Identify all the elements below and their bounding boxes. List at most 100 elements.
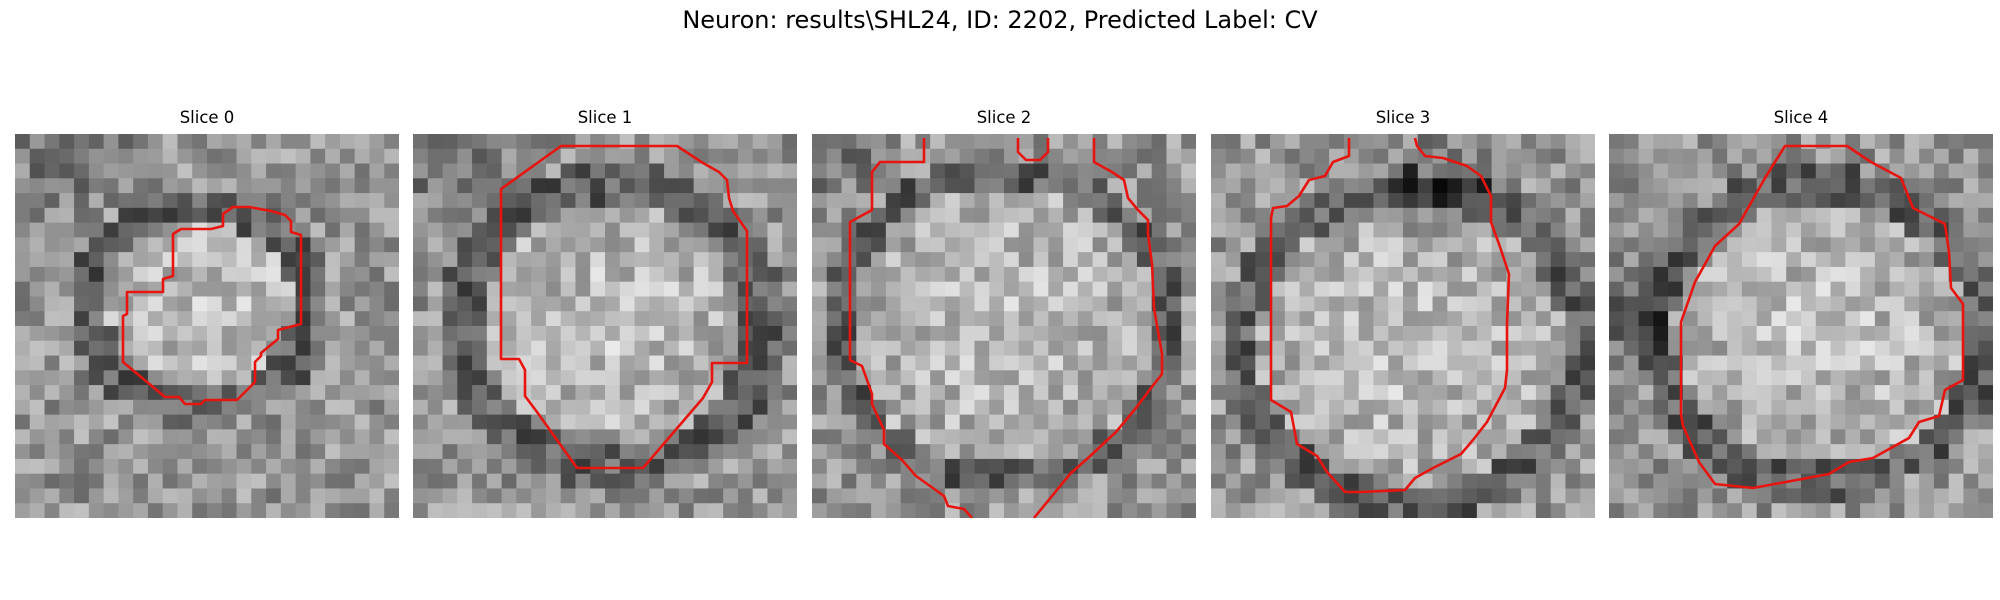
- image-pixel: [1874, 370, 1891, 386]
- image-pixel: [486, 444, 503, 460]
- image-pixel: [944, 326, 961, 342]
- image-pixel: [737, 281, 754, 298]
- image-pixel: [88, 385, 105, 401]
- image-pixel: [782, 237, 797, 253]
- image-pixel: [1343, 414, 1360, 430]
- image-pixel: [1048, 281, 1064, 298]
- image-pixel: [1565, 311, 1581, 327]
- image-pixel: [1712, 399, 1728, 416]
- image-pixel: [664, 237, 680, 253]
- image-pixel: [723, 237, 739, 253]
- image-pixel: [1727, 222, 1743, 238]
- image-pixel: [207, 281, 223, 298]
- image-pixel: [930, 355, 946, 371]
- image-pixel: [590, 414, 606, 430]
- contour-line: [1269, 137, 1511, 494]
- image-pixel: [723, 458, 739, 475]
- image-pixel: [162, 458, 179, 475]
- image-pixel: [989, 429, 1005, 445]
- image-pixel: [427, 355, 444, 371]
- image-pixel: [1653, 473, 1669, 490]
- image-pixel: [634, 252, 650, 268]
- image-pixel: [1963, 355, 1979, 371]
- image-pixel: [634, 237, 650, 253]
- image-pixel: [1815, 503, 1832, 518]
- image-pixel: [1771, 134, 1787, 150]
- image-pixel: [1609, 237, 1625, 253]
- image-pixel: [752, 296, 769, 312]
- image-pixel: [1048, 429, 1064, 445]
- image-pixel: [1107, 488, 1123, 504]
- image-pixel: [1077, 266, 1094, 283]
- image-pixel: [678, 429, 695, 445]
- image-pixel: [44, 178, 60, 194]
- image-pixel: [1033, 163, 1049, 179]
- image-pixel: [1845, 207, 1861, 224]
- image-pixel: [974, 207, 990, 224]
- image-pixel: [856, 385, 872, 401]
- image-pixel: [1860, 311, 1876, 327]
- image-pixel: [841, 399, 857, 416]
- image-pixel: [915, 237, 931, 253]
- image-pixel: [1550, 237, 1567, 253]
- image-pixel: [959, 399, 976, 416]
- image-pixel: [678, 222, 695, 238]
- image-pixel: [354, 134, 371, 150]
- image-pixel: [1447, 178, 1463, 194]
- image-pixel: [1299, 399, 1315, 416]
- image-pixel: [1255, 178, 1271, 194]
- image-pixel: [1432, 178, 1448, 194]
- image-pixel: [1225, 355, 1242, 371]
- image-pixel: [236, 134, 252, 150]
- image-pixel: [133, 252, 149, 268]
- image-pixel: [1948, 399, 1965, 416]
- image-pixel: [545, 503, 562, 518]
- image-pixel: [1491, 355, 1507, 371]
- image-pixel: [1358, 266, 1375, 283]
- image-pixel: [192, 385, 208, 401]
- image-pixel: [118, 370, 134, 386]
- image-pixel: [1889, 266, 1905, 283]
- image-pixel: [74, 399, 90, 416]
- image-pixel: [1933, 193, 1950, 209]
- image-pixel: [531, 222, 547, 238]
- image-pixel: [1565, 134, 1581, 150]
- image-pixel: [1830, 399, 1846, 416]
- image-pixel: [103, 429, 119, 445]
- image-pixel: [1860, 193, 1876, 209]
- image-pixel: [310, 222, 326, 238]
- image-pixel: [1004, 503, 1020, 518]
- image-pixel: [1609, 266, 1625, 283]
- image-pixel: [310, 458, 326, 475]
- image-pixel: [1521, 178, 1537, 194]
- image-pixel: [930, 193, 946, 209]
- image-pixel: [1004, 178, 1020, 194]
- image-pixel: [177, 340, 193, 357]
- image-pixel: [634, 399, 650, 416]
- image-pixel: [162, 296, 179, 312]
- image-pixel: [752, 311, 769, 327]
- image-pixel: [841, 414, 857, 430]
- image-pixel: [1270, 222, 1286, 238]
- image-pixel: [1004, 207, 1020, 224]
- image-pixel: [472, 163, 488, 179]
- image-pixel: [1077, 207, 1094, 224]
- image-pixel: [871, 237, 887, 253]
- image-pixel: [516, 444, 532, 460]
- image-pixel: [501, 193, 517, 209]
- image-pixel: [560, 296, 577, 312]
- image-pixel: [1653, 281, 1669, 298]
- image-pixel: [560, 237, 577, 253]
- image-pixel: [678, 134, 695, 150]
- image-pixel: [457, 370, 473, 386]
- image-pixel: [974, 385, 990, 401]
- image-pixel: [619, 207, 636, 224]
- image-pixel: [1668, 370, 1684, 386]
- image-pixel: [1550, 429, 1567, 445]
- image-pixel: [133, 163, 149, 179]
- image-pixel: [959, 444, 976, 460]
- image-pixel: [133, 458, 149, 475]
- image-pixel: [280, 266, 297, 283]
- image-pixel: [1535, 326, 1552, 342]
- image-pixel: [501, 370, 517, 386]
